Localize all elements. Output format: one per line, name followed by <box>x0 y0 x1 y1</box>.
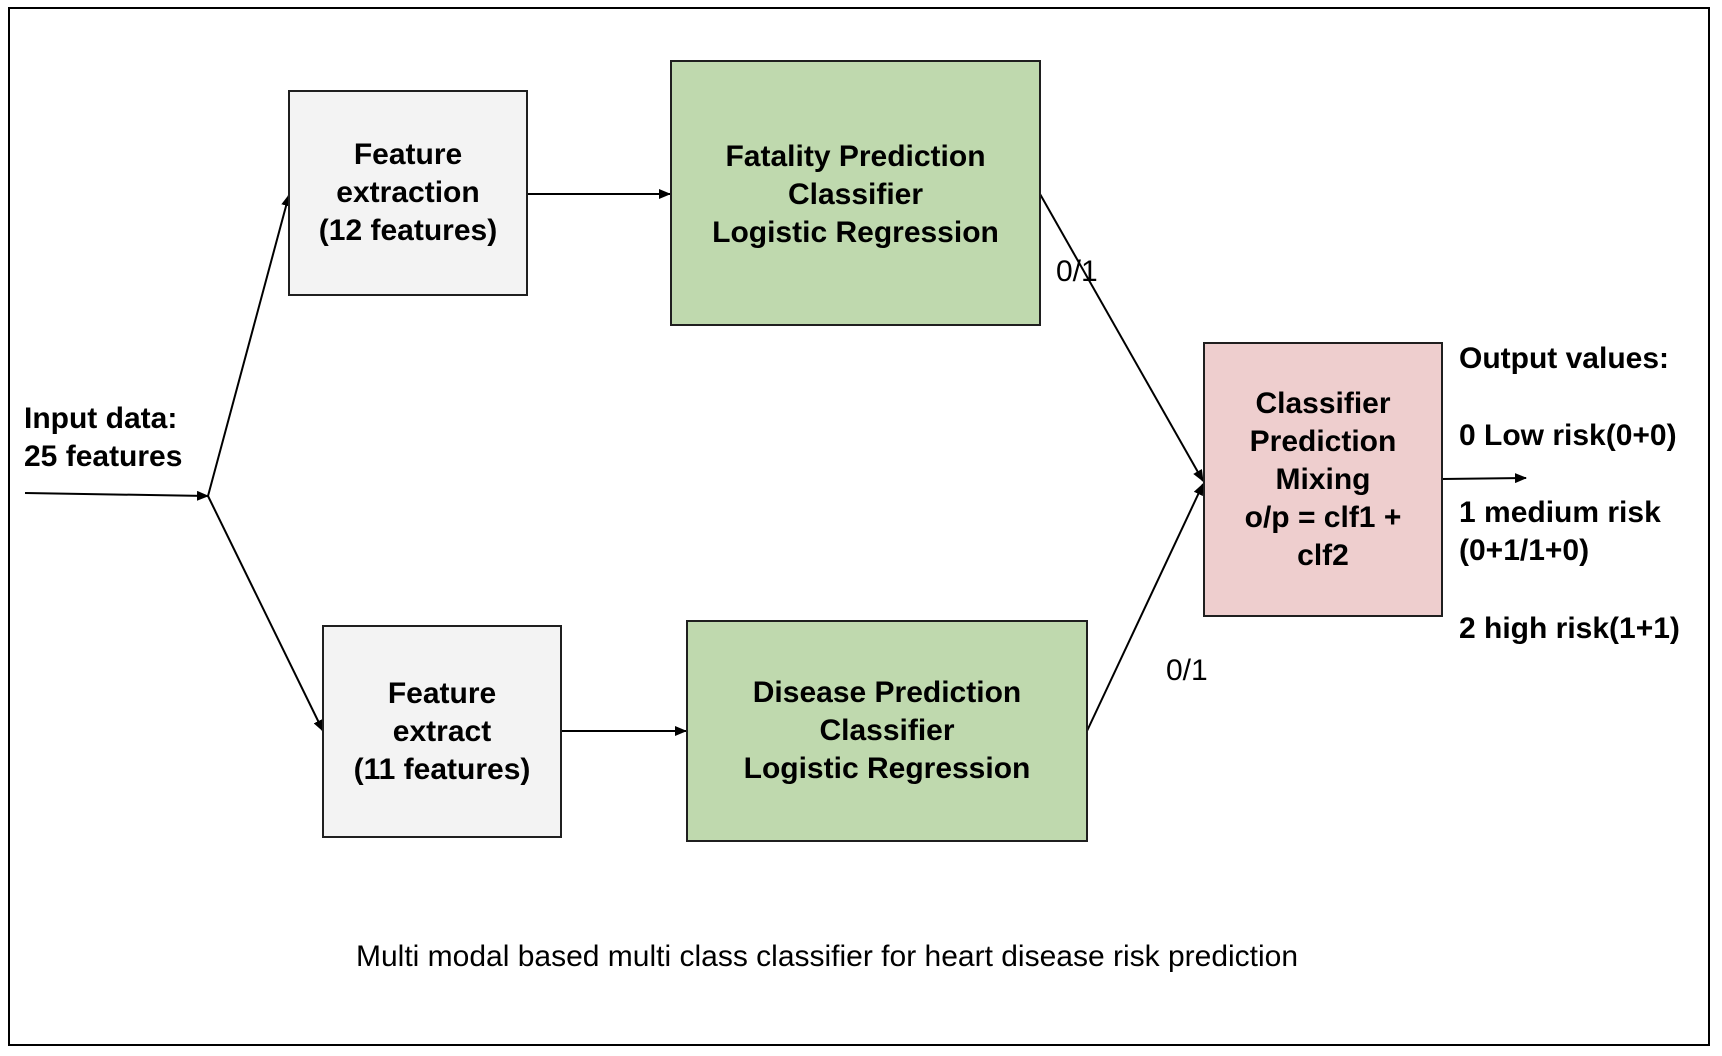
disease-line1: Disease Prediction <box>752 676 1022 709</box>
mixing-line2: Prediction <box>1249 424 1397 458</box>
output-values-title: Output values: <box>1459 342 1670 375</box>
branch-up-arrow <box>207 194 291 497</box>
mixing-line3: Mixing <box>1275 462 1371 496</box>
disease-classifier-box: Disease Prediction Classifier Logistic R… <box>686 620 1088 842</box>
fatality-line3: Logistic Regression <box>712 216 999 249</box>
mixing-line1: Classifier <box>1255 386 1391 420</box>
fatality-line2: Classifier <box>787 178 924 211</box>
output-medium-line1: 1 medium risk <box>1459 496 1661 529</box>
feature-bottom-line1: Feature <box>387 676 497 710</box>
diagram-frame <box>8 7 1710 1046</box>
branch-down-arrow <box>207 495 324 732</box>
fatality-classifier-box: Fatality Prediction Classifier Logistic … <box>670 60 1041 326</box>
output-medium-risk: 1 medium risk (0+1/1+0) <box>1459 494 1661 570</box>
feature-top-line2: extraction <box>336 176 480 209</box>
input-label-line2: 25 features <box>24 440 183 473</box>
input-label: Input data: 25 features <box>24 400 182 476</box>
mixing-line5: clf2 <box>1297 538 1349 572</box>
feature-top-line1: Feature <box>353 138 463 171</box>
output-low-risk: 0 Low risk(0+0) <box>1459 419 1677 452</box>
mixing-line4: o/p = clf1 + <box>1244 500 1402 534</box>
fatality-to-mixing-arrow <box>1039 193 1204 482</box>
disease-line3: Logistic Regression <box>743 752 1031 785</box>
output-medium-line2: (0+1/1+0) <box>1459 534 1590 567</box>
edge-label-bottom: 0/1 <box>1166 654 1208 687</box>
fatality-line1: Fatality Prediction <box>725 140 986 173</box>
output-high-risk: 2 high risk(1+1) <box>1459 612 1680 645</box>
input-label-line1: Input data: <box>24 402 178 435</box>
disease-to-mixing-arrow <box>1086 483 1204 732</box>
disease-line2: Classifier <box>819 714 955 747</box>
feature-extraction-box-top: Feature extraction (12 features) <box>288 90 528 296</box>
feature-bottom-line3: (11 features) <box>353 752 531 786</box>
edge-label-top: 0/1 <box>1056 255 1098 288</box>
feature-extraction-box-bottom: Feature extract (11 features) <box>322 625 562 838</box>
feature-top-line3: (12 features) <box>318 214 498 247</box>
feature-bottom-line2: extract <box>392 714 492 748</box>
prediction-mixing-box: Classifier Prediction Mixing o/p = clf1 … <box>1203 342 1443 617</box>
diagram-caption: Multi modal based multi class classifier… <box>356 940 1299 973</box>
output-arrow <box>1441 473 1527 484</box>
input-arrow <box>24 490 209 501</box>
